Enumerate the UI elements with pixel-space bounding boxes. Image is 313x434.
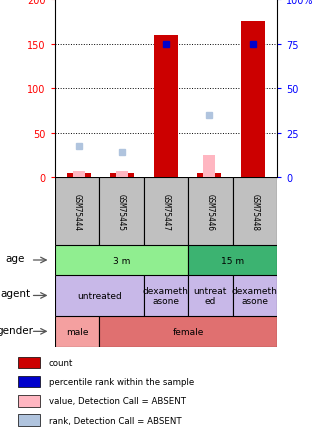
- Text: value, Detection Call = ABSENT: value, Detection Call = ABSENT: [49, 397, 186, 405]
- Bar: [18, 414, 40, 426]
- Bar: [233, 276, 277, 316]
- Text: GSM75445: GSM75445: [117, 193, 126, 230]
- Text: gender: gender: [0, 325, 34, 335]
- Text: dexameth
asone: dexameth asone: [143, 286, 189, 306]
- Text: 15 m: 15 m: [221, 256, 244, 265]
- Text: GSM75448: GSM75448: [250, 193, 259, 230]
- Bar: [18, 395, 40, 407]
- Text: female: female: [172, 327, 204, 336]
- Bar: [188, 276, 233, 316]
- Bar: [188, 245, 277, 276]
- Bar: [241, 22, 265, 178]
- Bar: [55, 245, 188, 276]
- Bar: [73, 172, 85, 178]
- Text: GSM75446: GSM75446: [206, 193, 215, 230]
- Text: GSM75447: GSM75447: [162, 193, 170, 230]
- Bar: [99, 178, 144, 245]
- Bar: [18, 376, 40, 388]
- Bar: [99, 316, 277, 347]
- Bar: [55, 276, 144, 316]
- Bar: [233, 178, 277, 245]
- Text: agent: agent: [0, 289, 30, 299]
- Bar: [154, 36, 178, 178]
- Text: untreated: untreated: [77, 291, 121, 300]
- Bar: [18, 357, 40, 368]
- Bar: [55, 316, 99, 347]
- Bar: [144, 276, 188, 316]
- Text: 3 m: 3 m: [113, 256, 130, 265]
- Text: age: age: [6, 254, 25, 264]
- Text: male: male: [66, 327, 88, 336]
- Bar: [116, 172, 128, 178]
- Bar: [67, 174, 91, 178]
- Text: count: count: [49, 358, 73, 367]
- Text: percentile rank within the sample: percentile rank within the sample: [49, 378, 194, 386]
- Bar: [198, 174, 222, 178]
- Text: rank, Detection Call = ABSENT: rank, Detection Call = ABSENT: [49, 416, 182, 424]
- Bar: [110, 174, 134, 178]
- Text: dexameth
asone: dexameth asone: [232, 286, 278, 306]
- Bar: [55, 178, 99, 245]
- Bar: [203, 156, 215, 178]
- Text: untreat
ed: untreat ed: [194, 286, 227, 306]
- Bar: [144, 178, 188, 245]
- Bar: [188, 178, 233, 245]
- Text: GSM75444: GSM75444: [73, 193, 81, 230]
